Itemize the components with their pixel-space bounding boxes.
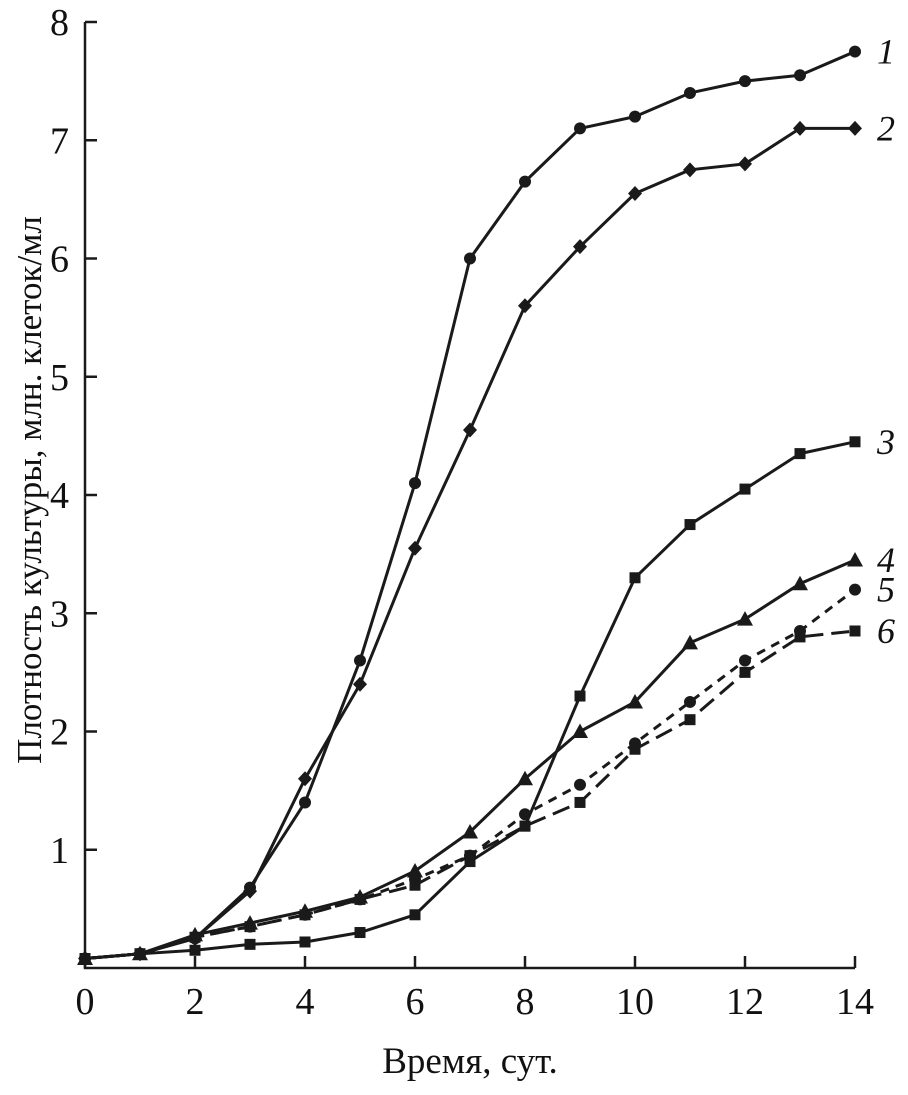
marker-triangle — [847, 552, 863, 567]
marker-circle — [684, 695, 696, 708]
marker-circle — [739, 654, 751, 667]
marker-circle — [409, 477, 421, 490]
marker-circle — [629, 110, 641, 123]
marker-square — [519, 820, 531, 832]
x-axis-label: Время, сут. — [382, 1041, 558, 1082]
marker-square — [244, 938, 256, 950]
series-label-6: 6 — [877, 611, 895, 651]
marker-circle — [299, 796, 311, 809]
series-line-5 — [84, 588, 856, 961]
marker-square — [464, 850, 476, 862]
series-label-1: 1 — [877, 32, 895, 72]
marker-circle — [684, 86, 696, 99]
marker-square — [629, 743, 641, 755]
marker-square — [629, 572, 641, 584]
marker-diamond — [298, 771, 312, 787]
x-tick-label: 10 — [616, 981, 654, 1023]
marker-square — [299, 909, 311, 921]
marker-triangle — [517, 770, 533, 786]
marker-diamond — [353, 676, 367, 692]
marker-square — [134, 948, 146, 960]
y-tick-label: 6 — [50, 239, 69, 281]
x-tick-label: 0 — [76, 981, 95, 1023]
marker-triangle — [627, 693, 643, 709]
marker-square — [849, 625, 861, 637]
y-tick-label: 8 — [50, 2, 69, 44]
marker-square — [574, 690, 586, 702]
series-label-4: 4 — [877, 540, 895, 580]
marker-square — [409, 879, 421, 891]
marker-square — [354, 927, 366, 939]
series-line-4 — [84, 558, 856, 961]
series-label-3: 3 — [876, 422, 895, 462]
marker-diamond — [518, 298, 532, 314]
marker-square — [739, 666, 751, 678]
marker-circle — [849, 583, 861, 596]
series-label-2: 2 — [877, 108, 895, 148]
marker-triangle — [792, 575, 808, 591]
marker-square — [574, 796, 586, 808]
x-tick-label: 12 — [726, 981, 764, 1023]
marker-square — [189, 931, 201, 943]
marker-diamond — [848, 120, 862, 136]
marker-square — [739, 483, 751, 495]
marker-circle — [849, 45, 861, 58]
marker-square — [79, 953, 91, 965]
x-tick-label: 8 — [516, 981, 535, 1023]
marker-circle — [794, 69, 806, 82]
marker-circle — [574, 778, 586, 791]
marker-circle — [519, 808, 531, 821]
marker-square — [684, 519, 696, 531]
y-tick-label: 2 — [50, 712, 69, 754]
series-line-6 — [84, 629, 856, 961]
series-line-3 — [84, 440, 856, 961]
y-tick-label: 1 — [50, 830, 69, 872]
marker-circle — [354, 654, 366, 667]
marker-square — [794, 448, 806, 460]
marker-diamond — [243, 883, 257, 899]
series-label-5: 5 — [877, 570, 895, 610]
x-tick-label: 2 — [186, 981, 205, 1023]
marker-triangle — [572, 723, 588, 738]
marker-triangle — [407, 863, 423, 878]
marker-square — [244, 921, 256, 933]
marker-triangle — [682, 634, 698, 650]
marker-diamond — [408, 540, 422, 556]
marker-circle — [739, 75, 751, 88]
marker-square — [684, 714, 696, 726]
marker-diamond — [573, 239, 587, 255]
x-tick-label: 6 — [406, 981, 425, 1023]
marker-square — [354, 893, 366, 905]
series-line-1 — [84, 50, 856, 961]
marker-circle — [519, 175, 531, 188]
marker-triangle — [737, 611, 753, 626]
marker-diamond — [683, 162, 697, 178]
marker-triangle — [462, 824, 478, 839]
marker-square — [409, 909, 421, 921]
x-tick-label: 4 — [296, 981, 315, 1023]
y-axis-label: Плотность культуры, млн. клеток/мл — [10, 216, 49, 764]
marker-square — [189, 944, 201, 956]
marker-diamond — [628, 185, 642, 201]
x-tick-label: 14 — [836, 981, 874, 1023]
marker-square — [794, 631, 806, 643]
marker-diamond — [793, 120, 807, 136]
marker-circle — [574, 122, 586, 135]
marker-square — [299, 936, 311, 948]
y-tick-label: 5 — [50, 357, 69, 399]
y-tick-label: 4 — [50, 475, 69, 517]
y-tick-label: 7 — [50, 120, 69, 162]
marker-diamond — [738, 156, 752, 172]
y-tick-label: 3 — [50, 593, 69, 635]
marker-square — [849, 436, 861, 448]
marker-circle — [464, 252, 476, 265]
marker-diamond — [463, 422, 477, 438]
